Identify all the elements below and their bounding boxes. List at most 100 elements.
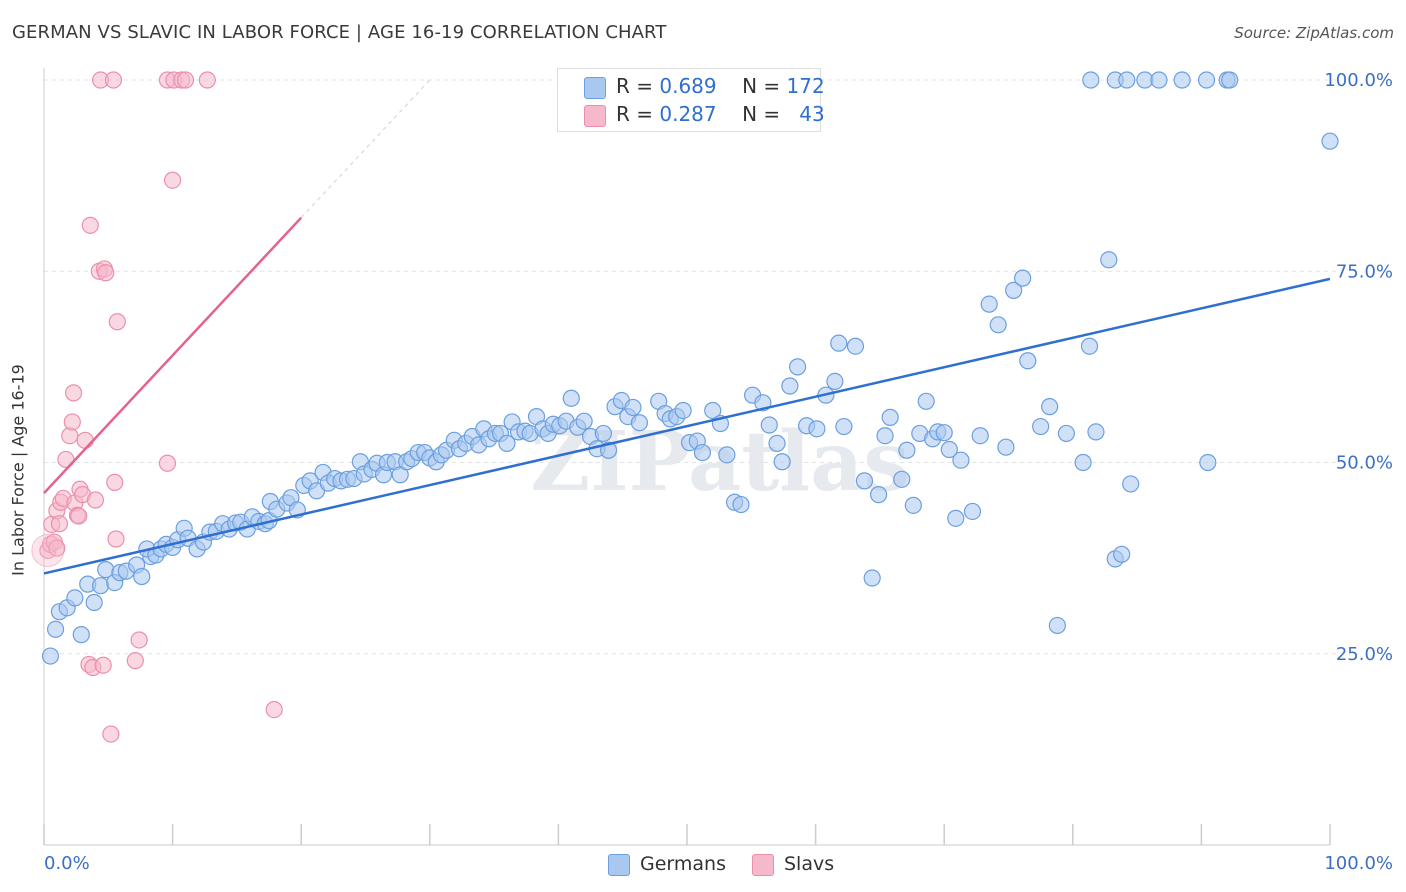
slavs-point bbox=[81, 216, 99, 234]
germans-point bbox=[693, 443, 712, 462]
germans-point bbox=[575, 412, 593, 430]
germans-point bbox=[881, 408, 899, 426]
germans-point bbox=[760, 416, 778, 434]
germans-point bbox=[1048, 616, 1066, 635]
slavs-point bbox=[158, 454, 177, 472]
germans-point bbox=[846, 337, 865, 355]
germans-point bbox=[498, 434, 516, 452]
germans-n-label: N = bbox=[742, 74, 781, 98]
germans-point bbox=[66, 589, 84, 607]
germans-point bbox=[1019, 352, 1037, 370]
germans-r-label: R = bbox=[616, 74, 654, 98]
germans-point bbox=[830, 334, 848, 352]
source-credit: Source: ZipAtlas.com bbox=[1234, 24, 1394, 42]
germans-swatch bbox=[584, 77, 606, 99]
germans-point bbox=[863, 569, 881, 587]
slavs-point bbox=[94, 656, 112, 674]
germans-point bbox=[826, 372, 844, 391]
germans-point bbox=[1100, 251, 1118, 269]
germans-stats: R = 0.689 N = 172 bbox=[616, 74, 825, 98]
slavs-n-label: N = bbox=[742, 102, 781, 126]
germans-point bbox=[562, 389, 580, 407]
germans-point bbox=[674, 401, 692, 420]
germans-point bbox=[41, 647, 60, 665]
germans-point bbox=[732, 495, 750, 514]
germans-point bbox=[855, 472, 874, 490]
germans-point bbox=[630, 414, 649, 432]
germans-point bbox=[1122, 475, 1140, 493]
slavs-point-large bbox=[31, 533, 65, 567]
germans-point bbox=[904, 496, 922, 514]
slavs-trend-extension bbox=[300, 79, 431, 219]
germans-point bbox=[85, 593, 103, 612]
slavs-points bbox=[31, 71, 283, 743]
germans-point bbox=[917, 392, 935, 410]
x-tick-label-min: 0.0% bbox=[44, 853, 90, 874]
germans-point bbox=[768, 434, 786, 452]
slavs-point bbox=[70, 507, 88, 525]
trend-lines bbox=[43, 79, 1331, 575]
germans-point bbox=[940, 440, 958, 459]
germans-point bbox=[788, 358, 807, 376]
slavs-n-value: 43 bbox=[799, 102, 825, 126]
germans-point bbox=[1057, 424, 1075, 443]
slavs-point bbox=[97, 264, 115, 282]
slavs-stats: R = 0.287 N = 43 bbox=[616, 102, 825, 126]
germans-point bbox=[91, 577, 110, 595]
slavs-point bbox=[108, 313, 126, 331]
germans-point bbox=[870, 486, 888, 504]
germans-point bbox=[72, 626, 90, 644]
slavs-point bbox=[64, 384, 83, 402]
y-tick-label: 50.0% bbox=[1336, 453, 1393, 474]
germans-point bbox=[971, 427, 989, 445]
tick-labels: 25.0% 50.0% 75.0% 100.0% 0.0% 100.0% bbox=[44, 70, 1393, 874]
germans-point bbox=[594, 424, 613, 443]
x-tick-label-max: 100.0% bbox=[1324, 853, 1393, 874]
germans-point bbox=[1041, 398, 1059, 416]
chart-title: GERMAN VS SLAVIC IN LABOR FORCE | AGE 16… bbox=[12, 22, 667, 43]
germans-point bbox=[46, 620, 65, 638]
slavs-point bbox=[265, 700, 283, 719]
slavs-point bbox=[164, 171, 182, 189]
germans-point bbox=[1150, 71, 1168, 89]
slavs-trend-line bbox=[43, 216, 303, 494]
slavs-swatch bbox=[584, 105, 606, 127]
slavs-point bbox=[198, 71, 216, 89]
bottom-slavs-label: Slavs bbox=[784, 853, 835, 875]
germans-point bbox=[835, 417, 853, 436]
germans-point bbox=[963, 502, 982, 521]
gridlines bbox=[44, 79, 1340, 655]
germans-point bbox=[980, 295, 998, 313]
bottom-slavs-swatch bbox=[752, 854, 774, 876]
germans-point bbox=[704, 401, 722, 420]
germans-point bbox=[1014, 269, 1032, 287]
germans-point bbox=[718, 446, 736, 464]
germans-point bbox=[1032, 417, 1050, 436]
germans-point bbox=[773, 453, 791, 471]
germans-r-value: 0.689 bbox=[659, 74, 717, 98]
germans-points bbox=[41, 71, 1339, 665]
bottom-germans-swatch bbox=[608, 854, 630, 876]
germans-point bbox=[1113, 545, 1131, 563]
germans-point bbox=[893, 470, 911, 488]
germans-point bbox=[1197, 71, 1216, 89]
slavs-point bbox=[130, 631, 148, 649]
germans-point bbox=[935, 424, 953, 442]
germans-point bbox=[989, 316, 1007, 334]
slavs-point bbox=[76, 431, 94, 449]
germans-point bbox=[1321, 132, 1339, 150]
slavs-point bbox=[50, 515, 69, 533]
germans-point bbox=[808, 420, 826, 438]
axes bbox=[43, 68, 1331, 846]
germans-point bbox=[624, 398, 642, 417]
slavs-point bbox=[102, 725, 120, 743]
germans-point bbox=[1080, 337, 1099, 355]
germans-point bbox=[1082, 71, 1100, 89]
germans-point bbox=[1118, 71, 1136, 89]
slavs-point bbox=[106, 473, 124, 491]
y-tick-label: 25.0% bbox=[1336, 644, 1393, 665]
correlation-legend: R = 0.689 N = 172 R = 0.287 N = 43 bbox=[557, 68, 825, 132]
germans-point bbox=[1221, 71, 1239, 89]
y-tick-label: 100.0% bbox=[1324, 70, 1393, 91]
